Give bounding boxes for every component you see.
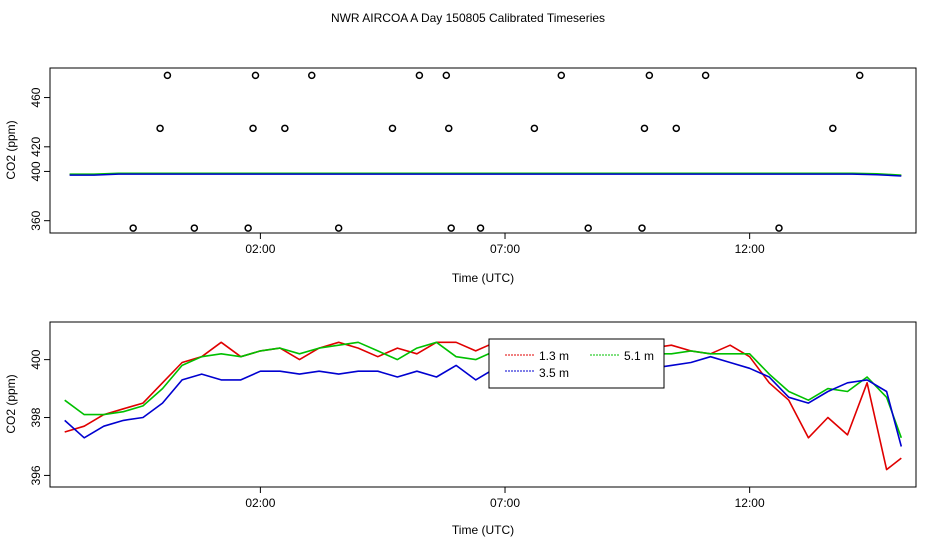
top-marker-26	[855, 71, 864, 80]
bottom-series-3-5-m	[64, 355, 903, 447]
top-ytick-label-420: 420	[29, 136, 43, 156]
top-marker-24	[775, 224, 783, 232]
top-xtick-label-1: 07:00	[490, 242, 520, 256]
top-marker-9	[334, 224, 343, 232]
top-marker-14	[447, 224, 455, 232]
top-marker-25	[829, 124, 837, 133]
top-ytick-label-360: 360	[29, 210, 43, 230]
bottom-series-5-1-m	[64, 341, 903, 439]
top-marker-4	[244, 224, 252, 232]
top-marker-13	[445, 124, 453, 133]
top-series-green	[69, 172, 902, 176]
legend: 1.3 m 5.1 m 3.5 m	[488, 338, 665, 389]
legend-box	[488, 338, 665, 389]
bottom-xtick-label-0: 02:00	[245, 496, 275, 510]
top-marker-0	[129, 224, 137, 232]
top-marker-10	[388, 124, 397, 133]
top-marker-11	[415, 71, 424, 80]
chart-title: NWR AIRCOA A Day 150805 Calibrated Times…	[331, 11, 605, 25]
top-marker-2	[163, 71, 172, 80]
top-x-axis-label: Time (UTC)	[452, 271, 514, 285]
top-marker-6	[251, 71, 260, 80]
top-marker-16	[530, 124, 539, 133]
top-marker-7	[281, 124, 289, 133]
bottom-line-panel: 396 398 400 02:00 07:00 12:00 CO2 (ppm) Time…	[4, 321, 917, 537]
bottom-ytick-label-398: 398	[29, 407, 43, 427]
top-y-axis-label: CO2 (ppm)	[4, 120, 18, 179]
top-scatter-panel: 360 400 420 460 02:00 07:00 12:00 CO2 (ppm) T…	[4, 67, 917, 285]
bottom-ytick-label-396: 396	[29, 465, 43, 485]
bottom-series-1-3-m	[64, 341, 902, 471]
top-marker-22	[672, 124, 681, 133]
top-marker-8	[308, 71, 316, 80]
top-series-blue	[69, 173, 902, 177]
top-marker-18	[584, 224, 592, 232]
top-marker-12	[442, 71, 451, 80]
bottom-y-axis-label: CO2 (ppm)	[4, 374, 18, 433]
top-marker-3	[190, 224, 199, 232]
legend-label-5-1m: 5.1 m	[624, 349, 654, 363]
top-xtick-label-0: 02:00	[245, 242, 275, 256]
bottom-x-axis-label: Time (UTC)	[452, 523, 514, 537]
bottom-xtick-label-2: 12:00	[735, 496, 765, 510]
top-marker-15	[476, 224, 485, 232]
top-marker-21	[645, 71, 654, 80]
top-xtick-label-2: 12:00	[735, 242, 765, 256]
top-ytick-label-460: 460	[29, 87, 43, 107]
top-ytick-label-400: 400	[29, 161, 43, 181]
top-marker-1	[156, 124, 164, 133]
top-marker-19	[638, 224, 646, 232]
legend-label-1-3m: 1.3 m	[539, 349, 569, 363]
top-marker-20	[640, 124, 649, 133]
legend-label-3-5m: 3.5 m	[539, 366, 569, 380]
bottom-xtick-label-1: 07:00	[490, 496, 520, 510]
bottom-ytick-label-400: 400	[29, 349, 43, 369]
bottom-plot-frame	[49, 321, 917, 488]
top-marker-23	[701, 71, 710, 80]
top-marker-5	[249, 124, 257, 133]
top-plot-frame	[49, 67, 917, 234]
top-marker-17	[557, 71, 566, 80]
